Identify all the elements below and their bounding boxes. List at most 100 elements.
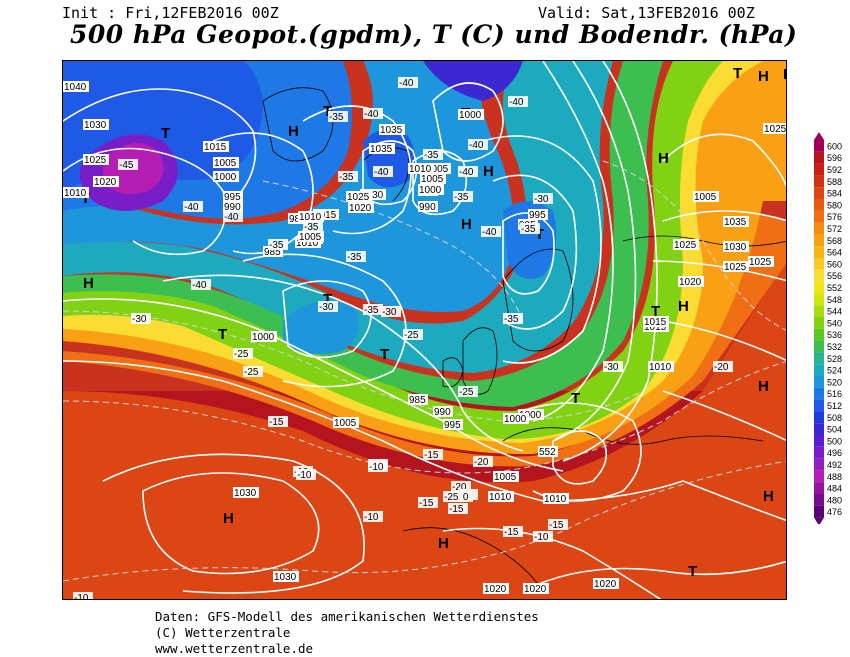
svg-text:-25: -25 <box>459 387 474 398</box>
isobar-label: 1020 <box>483 583 509 595</box>
isobar-label: 1035 <box>723 216 749 228</box>
temperature-label: -15 <box>548 519 568 531</box>
legend-swatch <box>814 411 824 424</box>
map-canvas: HHHHHHHHHHHHTTTTTTTTTTTTTT10401030102510… <box>63 61 786 599</box>
legend-swatch <box>814 446 824 459</box>
isobar-label: 1010 <box>63 187 89 199</box>
legend-value: 504 <box>827 425 842 435</box>
isobar-label: 1025 <box>673 239 699 251</box>
isobar-label: 1035 <box>379 124 405 136</box>
isobar-label: 1025 <box>723 261 749 273</box>
map-title: 500 hPa Geopot.(gpdm), T (C) und Bodendr… <box>70 20 798 49</box>
low-pressure-marker: T <box>380 346 389 363</box>
svg-text:-35: -35 <box>339 172 354 183</box>
svg-text:-40: -40 <box>364 109 379 120</box>
legend-value: 508 <box>827 413 842 423</box>
svg-text:1020: 1020 <box>594 579 617 590</box>
svg-text:1010: 1010 <box>489 492 512 503</box>
legend-arrow-top <box>814 132 824 140</box>
isobar-label: 1020 <box>93 176 119 188</box>
svg-text:995: 995 <box>224 192 241 203</box>
svg-text:-30: -30 <box>132 314 147 325</box>
svg-text:1010: 1010 <box>544 494 567 505</box>
high-pressure-marker: H <box>438 535 449 552</box>
temperature-label: -40 <box>191 279 211 291</box>
legend-swatch <box>814 305 824 317</box>
isobar-label: 1015 <box>313 209 339 221</box>
isobar-label: 1005 <box>425 163 451 175</box>
temperature-label: -25 <box>243 366 263 378</box>
svg-text:1025: 1025 <box>749 257 772 268</box>
svg-text:-10: -10 <box>369 462 384 473</box>
temperature-label: -35 <box>303 221 323 233</box>
legend-swatch <box>814 151 824 164</box>
svg-text:1000: 1000 <box>504 414 527 425</box>
legend-value: 520 <box>827 377 842 387</box>
temperature-label: -40 <box>183 201 203 213</box>
low-pressure-marker: T <box>81 190 90 207</box>
legend-swatch <box>814 376 824 388</box>
isobar-label: 1005 <box>333 417 359 429</box>
legend-swatch <box>814 352 824 365</box>
svg-text:995: 995 <box>444 420 461 431</box>
high-pressure-marker: H <box>483 163 494 180</box>
temperature-label: -40 <box>373 166 393 178</box>
isobar-label: 1025 <box>346 191 372 203</box>
svg-text:-35: -35 <box>347 252 362 263</box>
high-pressure-marker: H <box>223 510 234 527</box>
isobar-label: 1010 <box>543 493 569 505</box>
temperature-label: -35 <box>453 191 473 203</box>
svg-text:-10: -10 <box>297 470 312 481</box>
high-pressure-marker: H <box>678 298 689 315</box>
temperature-label: -35 <box>268 239 288 251</box>
svg-text:1020: 1020 <box>524 584 547 595</box>
temperature-label: -30 <box>318 301 338 313</box>
temperature-label: -40 <box>468 139 488 151</box>
svg-text:1020: 1020 <box>484 584 507 595</box>
high-pressure-marker: H <box>288 123 299 140</box>
temperature-label: -30 <box>603 361 623 373</box>
legend-swatch <box>814 246 824 258</box>
legend-value: 580 <box>827 200 842 210</box>
temperature-label: -35 <box>503 313 523 325</box>
legend-swatch <box>814 317 824 329</box>
temperature-label: -35 <box>423 149 443 161</box>
temperature-label: -35 <box>338 171 358 183</box>
isobar-label: 1030 <box>723 241 749 253</box>
temperature-label: -15 <box>268 416 288 428</box>
svg-text:-15: -15 <box>449 504 464 515</box>
low-pressure-marker: T <box>161 125 170 142</box>
weather-map[interactable]: HHHHHHHHHHHHTTTTTTTTTTTTTT10401030102510… <box>62 60 787 600</box>
svg-text:1005: 1005 <box>421 174 444 185</box>
temperature-label: -20 <box>451 481 471 493</box>
legend-value: 584 <box>827 189 842 199</box>
legend-value: 536 <box>827 330 842 340</box>
color-legend: 600 596 592 588 584 580 576 572 568 564 560 556 552 5… <box>812 132 850 526</box>
svg-text:1000: 1000 <box>459 110 482 121</box>
legend-value: 528 <box>827 354 842 364</box>
isobar-label: 1020 <box>523 583 549 595</box>
isobar-label: 1025 <box>83 154 109 166</box>
svg-text:-15: -15 <box>504 527 519 538</box>
svg-text:-35: -35 <box>364 305 379 316</box>
temperature-label: -40 <box>363 108 383 120</box>
isobar-label: 990 <box>433 406 453 418</box>
svg-text:-30: -30 <box>604 362 619 373</box>
legend-swatch <box>814 258 824 270</box>
legend-value: 568 <box>827 236 842 246</box>
svg-text:-40: -40 <box>184 202 199 213</box>
temperature-label: -10 <box>73 592 93 599</box>
legend-value: 532 <box>827 342 842 352</box>
temperature-label: -10 <box>363 511 383 523</box>
isobar-label: 985 <box>408 394 428 406</box>
svg-text:-35: -35 <box>504 314 519 325</box>
svg-text:1035: 1035 <box>380 125 403 136</box>
isobar-label: 1010 <box>488 491 514 503</box>
low-pressure-marker: T <box>733 65 742 82</box>
legend-value: 600 <box>827 141 842 151</box>
legend-swatch <box>814 423 824 435</box>
isobar-label: 1030 <box>360 189 386 201</box>
svg-text:-25: -25 <box>244 367 259 378</box>
low-pressure-marker: T <box>571 390 580 407</box>
isobar-label: 995 <box>223 191 243 203</box>
